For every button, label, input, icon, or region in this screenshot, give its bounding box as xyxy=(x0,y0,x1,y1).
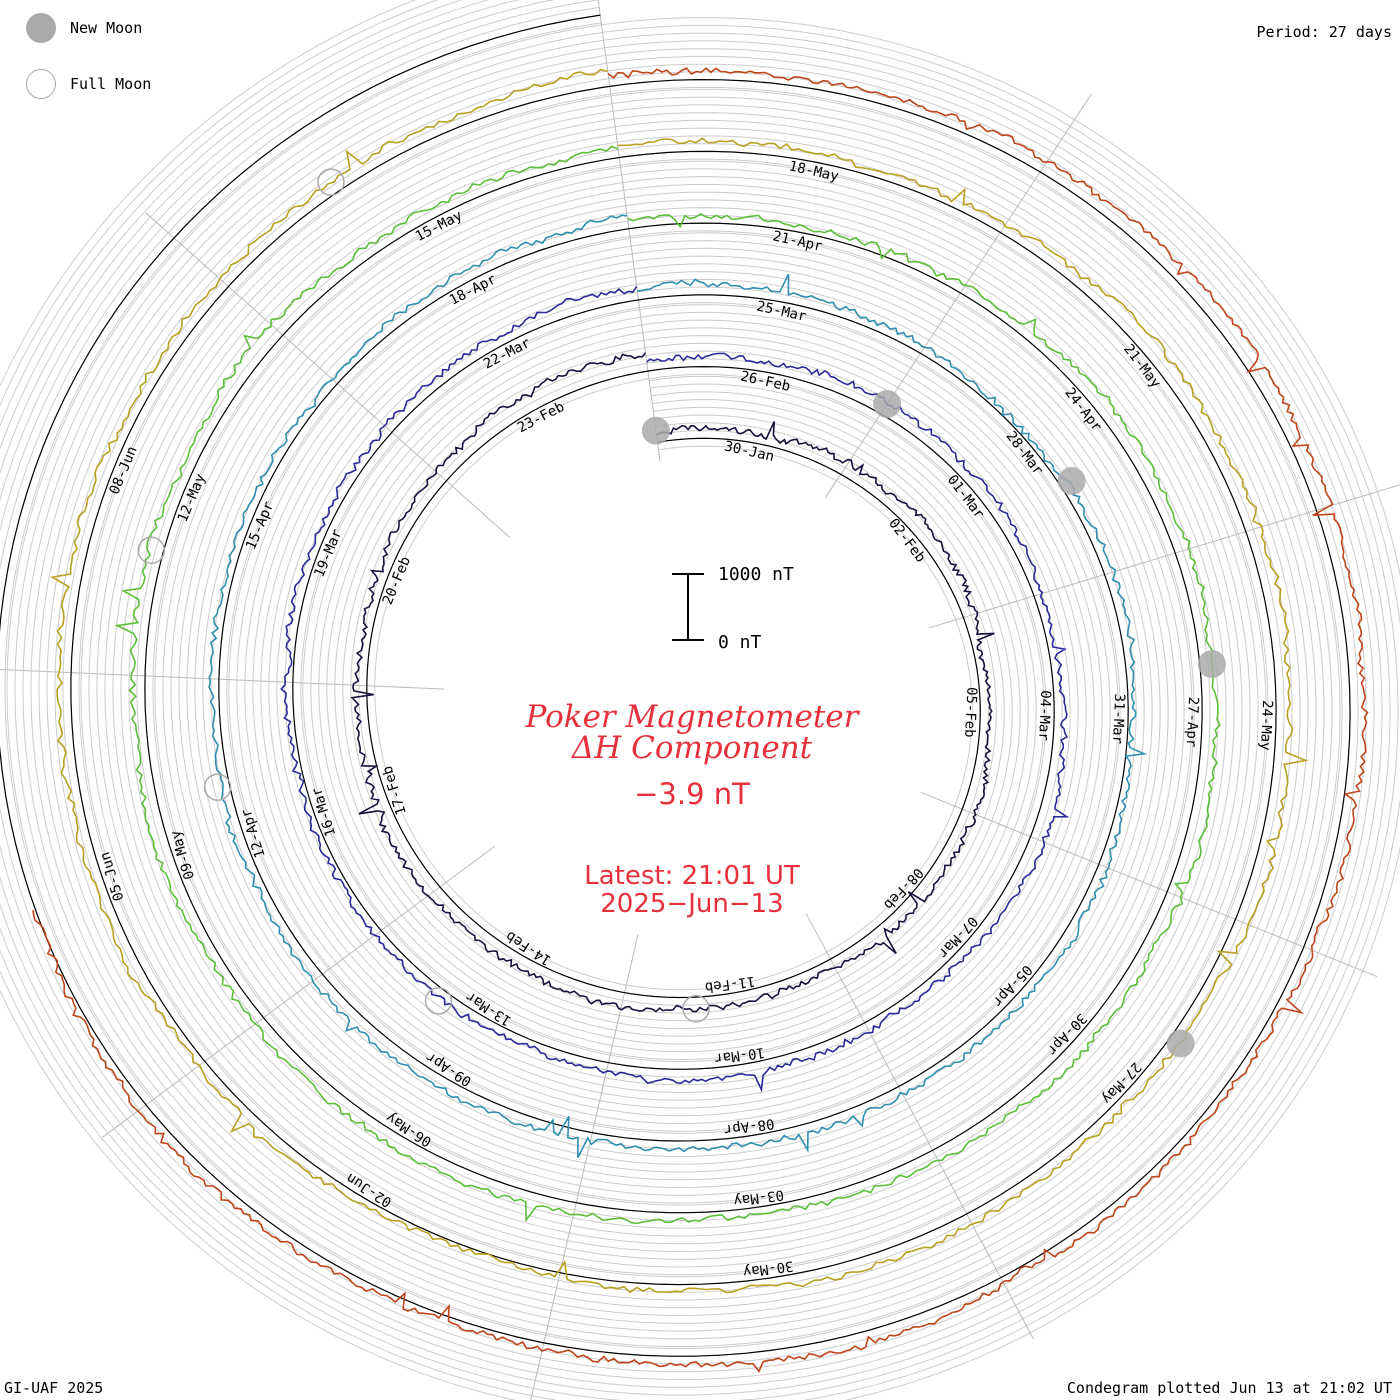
series-line-4 xyxy=(114,145,1221,1225)
period-label: Period: 27 days xyxy=(1256,23,1392,41)
date-tick-label: 24-May xyxy=(1257,700,1275,751)
date-tick-label: 05-Feb xyxy=(961,687,979,738)
date-tick-label: 08-Apr xyxy=(723,1115,775,1137)
radial-line xyxy=(805,913,1034,1340)
new-moon-marker xyxy=(1197,650,1226,679)
baseline-spiral-line xyxy=(0,14,1351,1357)
data-series xyxy=(32,67,1369,1373)
full-moon-marker xyxy=(682,995,710,1023)
date-tick-label: 23-Feb xyxy=(515,399,567,436)
radial-line xyxy=(0,669,445,690)
radial-line xyxy=(102,845,496,1138)
full-moon-marker xyxy=(317,168,345,196)
moon-markers xyxy=(137,168,1226,1058)
footer-credit: GI-UAF 2025 xyxy=(4,1379,104,1397)
date-tick-label: 21-May xyxy=(1120,341,1163,391)
baseline-spiral xyxy=(0,14,1351,1357)
legend-new-moon: New Moon xyxy=(26,13,142,43)
full-moon-label: Full Moon xyxy=(70,75,152,93)
legend-full-moon: Full Moon xyxy=(26,69,151,99)
radial-line xyxy=(928,484,1400,629)
series-line-3 xyxy=(208,214,1148,1158)
series-line-6 xyxy=(32,67,1369,1373)
new-moon-marker xyxy=(1166,1029,1195,1058)
full-moon-marker xyxy=(203,773,232,801)
chart-title-line2: ΔH Component xyxy=(571,730,813,766)
date-tick-label: 05-Apr xyxy=(989,961,1035,1009)
new-moon-icon xyxy=(26,13,56,43)
series-line-1 xyxy=(350,352,995,1013)
latest-time: Latest: 21:01 UT xyxy=(584,861,800,891)
full-moon-icon xyxy=(26,69,56,99)
new-moon-label: New Moon xyxy=(70,19,143,37)
date-tick-label: 31-Mar xyxy=(1109,693,1127,744)
radial-line xyxy=(145,212,510,538)
scale-bottom-label: 0 nT xyxy=(718,632,762,653)
scale-bar: 1000 nT 0 nT xyxy=(672,564,794,653)
new-moon-marker xyxy=(1057,467,1086,495)
series-line-5 xyxy=(49,68,1309,1294)
current-value: −3.9 nT xyxy=(634,777,750,811)
date-tick-label: 04-Mar xyxy=(1035,690,1053,741)
full-moon-marker xyxy=(137,536,166,565)
date-tick-label: 07-Mar xyxy=(935,913,981,961)
footer-plotted-time: Condegram plotted Jun 13 at 21:02 UT xyxy=(1066,1379,1392,1397)
radial-line xyxy=(530,934,639,1400)
date-tick-label: 02-Feb xyxy=(885,516,928,566)
scale-top-label: 1000 nT xyxy=(718,564,794,585)
chart-title-line1: Poker Magnetometer xyxy=(525,699,861,735)
date-tick-label: 30-May xyxy=(742,1257,794,1279)
radial-line xyxy=(597,0,661,462)
date-tick-label: 28-Mar xyxy=(1003,429,1046,479)
date-tick-label: 10-Mar xyxy=(713,1044,765,1066)
date-tick-label: 27-Apr xyxy=(1183,696,1201,747)
date-tick-label: 08-Feb xyxy=(880,864,926,912)
date-tick-label: 27-May xyxy=(1098,1059,1144,1107)
full-moon-marker xyxy=(424,987,453,1015)
new-moon-marker xyxy=(641,416,670,445)
date-tick-label: 11-Feb xyxy=(704,973,756,995)
date-tick-label: 03-May xyxy=(733,1186,785,1208)
series-line-2 xyxy=(280,285,1070,1093)
latest-date: 2025−Jun−13 xyxy=(600,889,783,919)
grid-spiral xyxy=(0,6,1359,1365)
radial-line xyxy=(920,791,1378,978)
radial-line xyxy=(825,93,1093,498)
new-moon-marker xyxy=(873,390,902,418)
